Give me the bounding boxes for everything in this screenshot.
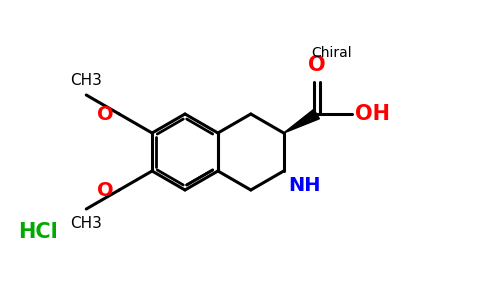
Text: O: O: [96, 104, 113, 124]
Text: CH3: CH3: [70, 216, 102, 231]
Text: Chiral: Chiral: [311, 46, 352, 60]
Text: OH: OH: [355, 104, 390, 124]
Polygon shape: [284, 109, 319, 133]
Text: NH: NH: [289, 176, 321, 195]
Text: O: O: [308, 55, 325, 75]
Text: HCl: HCl: [18, 222, 58, 242]
Text: O: O: [96, 181, 113, 200]
Text: CH3: CH3: [70, 73, 102, 88]
